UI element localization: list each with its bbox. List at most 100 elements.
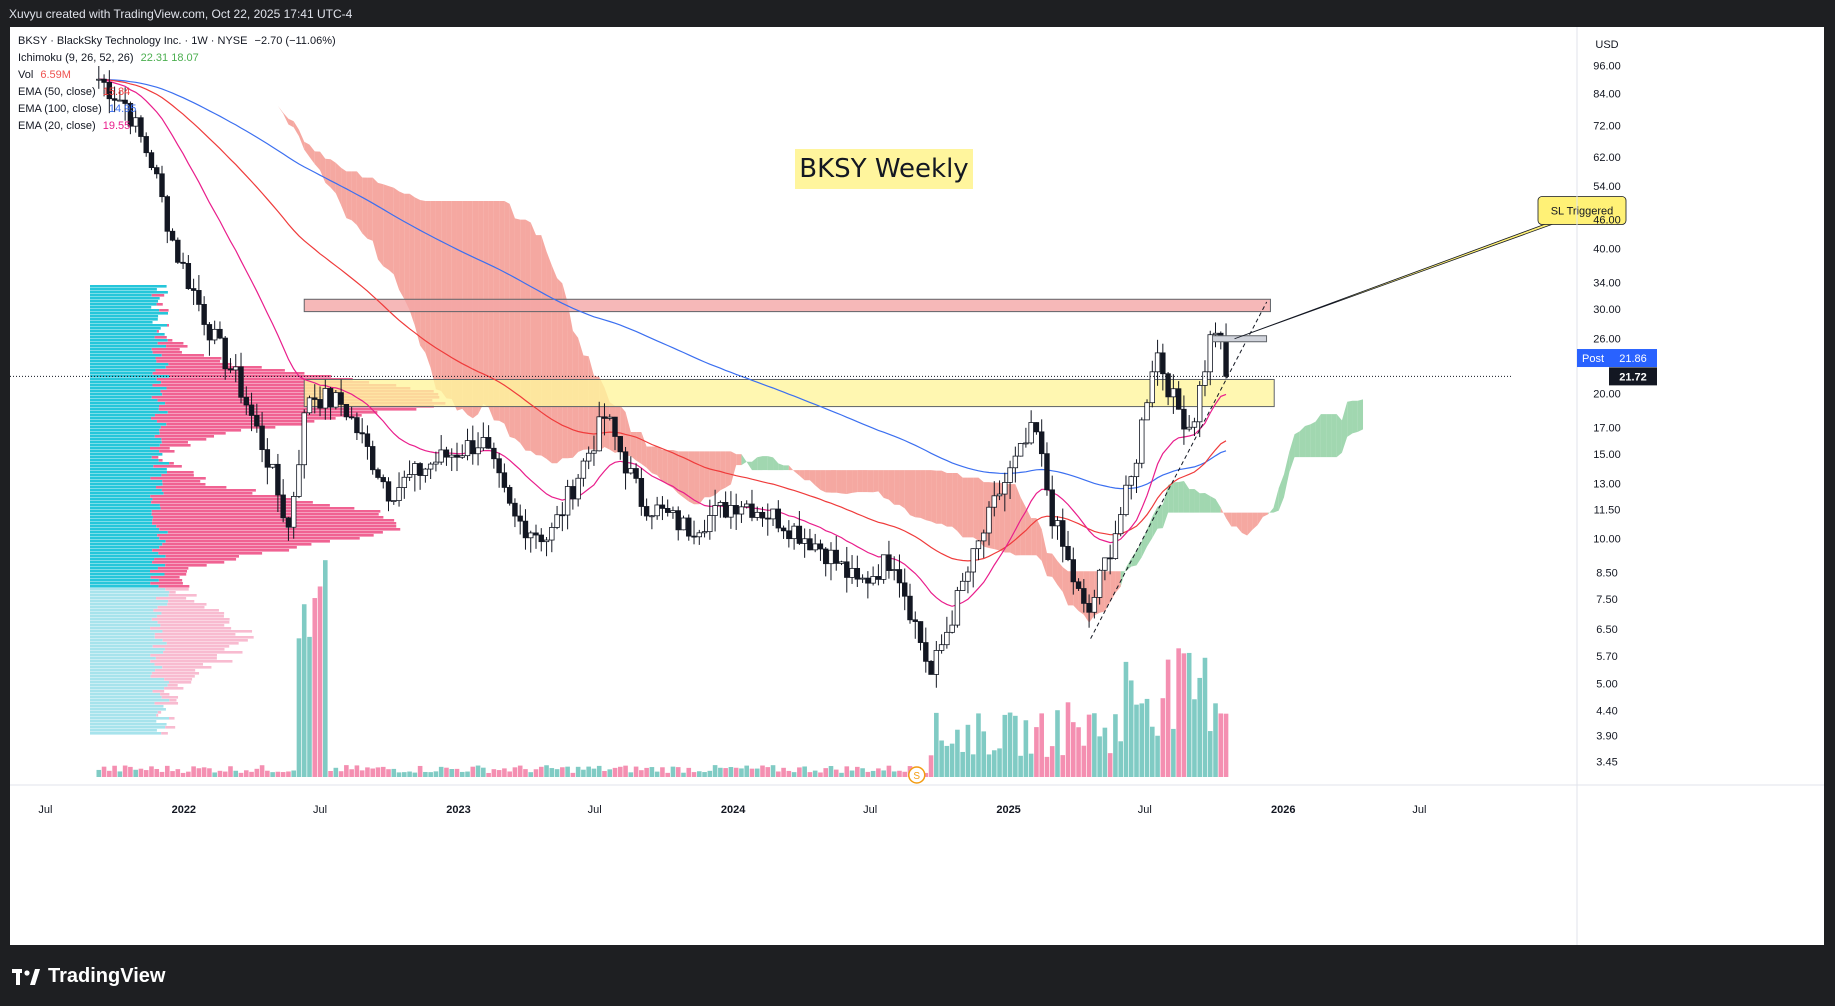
volume-profile-down-row	[161, 381, 370, 384]
volume-profile-up-row	[90, 555, 166, 558]
legend-ema100-row[interactable]: EMA (100, close) 14.95	[18, 101, 336, 118]
zone-support	[303, 378, 1275, 408]
candle-up	[801, 538, 808, 544]
candle-up	[1154, 352, 1161, 373]
volume-profile-up-row	[90, 414, 155, 417]
volume-profile-down-row	[156, 378, 353, 381]
cloud-segment	[888, 470, 895, 505]
cloud-segment	[725, 451, 731, 488]
ema50-value: 15.84	[102, 86, 131, 98]
volume-profile-up-row	[90, 687, 165, 690]
volume-bar	[175, 769, 181, 777]
tradingview-logo[interactable]: TradingView	[12, 965, 165, 988]
volume-bar	[1144, 698, 1150, 777]
volume-profile-up-row	[90, 303, 157, 306]
volume-profile-up-row	[90, 369, 156, 372]
candle-up	[1012, 455, 1019, 469]
candle-up	[949, 624, 955, 633]
post-label-badge	[1577, 349, 1609, 368]
candle-down	[533, 532, 539, 536]
volume-profile-up-row	[90, 627, 151, 630]
volume-profile-down-row	[151, 294, 165, 297]
candle-down	[280, 494, 286, 519]
callout-box	[1537, 196, 1627, 225]
volume-bar	[986, 754, 992, 777]
volume-profile-down-row	[152, 498, 292, 501]
legend-ichimoku-row[interactable]: Ichimoku (9, 26, 52, 26) 22.31 18.07	[18, 50, 336, 67]
volume-bar	[333, 767, 339, 777]
volume-profile-up-row	[90, 474, 162, 477]
volume-profile-up-row	[90, 486, 156, 489]
volume-bar	[122, 765, 128, 777]
candle-up	[870, 576, 876, 584]
cloud-segment	[1004, 483, 1011, 553]
volume-bar	[1139, 703, 1145, 777]
candle-down	[496, 458, 502, 474]
volume-profile-down-row	[150, 576, 180, 579]
candle-down	[159, 173, 165, 198]
volume-profile-down-row	[154, 633, 236, 636]
volume-profile-up-row	[90, 618, 152, 621]
cloud-segment	[931, 470, 937, 524]
volume-bar	[617, 766, 623, 777]
volume-profile-up-row	[90, 363, 169, 366]
candle-down	[570, 486, 576, 500]
volume-profile-down-row	[159, 429, 242, 432]
volume-profile-up-row	[90, 666, 163, 669]
cloud-segment	[1252, 512, 1258, 530]
volume-profile-down-row	[155, 486, 227, 489]
legend-symbol-row[interactable]: BKSY · BlackSky Technology Inc. · 1W · N…	[18, 33, 336, 50]
volume-profile-up-row	[90, 585, 159, 588]
volume-profile-up-row	[90, 615, 157, 618]
volume-profile-up-row	[90, 513, 152, 516]
volume-bar	[702, 772, 707, 777]
volume-bar	[1081, 745, 1087, 777]
volume-profile-up-row	[90, 360, 157, 363]
candle-down	[780, 527, 787, 532]
candle-up	[1144, 402, 1150, 421]
candle-up	[670, 510, 676, 513]
legend-vol-row[interactable]: Vol 6.59M	[18, 67, 336, 84]
volume-bar	[1023, 720, 1029, 777]
volume-bar	[839, 772, 844, 777]
candle-up	[96, 78, 102, 81]
candle-up	[464, 440, 471, 457]
cloud-segment	[1215, 498, 1221, 513]
candle-up	[770, 508, 776, 520]
cloud-segment	[325, 158, 331, 188]
candle-up	[838, 561, 845, 564]
candle-down	[749, 503, 755, 518]
cloud-segment	[846, 470, 853, 495]
chart-frame[interactable]: SL Triggered BKSY Weekly S USD 96.00 84.00 72.…	[10, 27, 1824, 945]
candle-up	[649, 515, 655, 518]
price-tick-label: 62.00	[1593, 152, 1621, 164]
cloud-segment	[788, 465, 795, 472]
candle-up	[296, 464, 302, 497]
stop-loss-marker	[1212, 335, 1268, 343]
volume-bar	[354, 765, 360, 777]
candle-down	[185, 263, 192, 289]
volume-profile-down-row	[162, 393, 439, 396]
candle-down	[833, 549, 839, 564]
legend-ema50-row[interactable]: EMA (50, close) 15.84	[18, 84, 336, 101]
candle-up	[596, 416, 602, 452]
volume-bar	[512, 767, 518, 777]
cloud-segment	[1241, 512, 1248, 536]
candle-up	[306, 397, 313, 414]
volume-bar	[138, 768, 144, 777]
cloud-segment	[430, 200, 436, 390]
volume-bar	[1160, 698, 1166, 777]
legend-ema20-row[interactable]: EMA (20, close) 19.55	[18, 118, 336, 135]
cloud-segment	[362, 177, 368, 239]
cloud-segment	[393, 187, 400, 290]
volume-bar	[1039, 713, 1044, 777]
cloud-segment	[662, 450, 668, 485]
chart-canvas[interactable]: SL Triggered BKSY Weekly S USD 96.00 84.00 72.…	[10, 27, 1824, 945]
volume-profile-up-row	[90, 648, 165, 651]
candle-down	[506, 487, 513, 504]
volume-profile-down-row	[168, 594, 197, 597]
volume-profile-down-row	[155, 357, 222, 360]
volume-bar	[228, 766, 233, 777]
candle-down	[1065, 545, 1071, 561]
volume-profile-down-row	[162, 480, 201, 483]
